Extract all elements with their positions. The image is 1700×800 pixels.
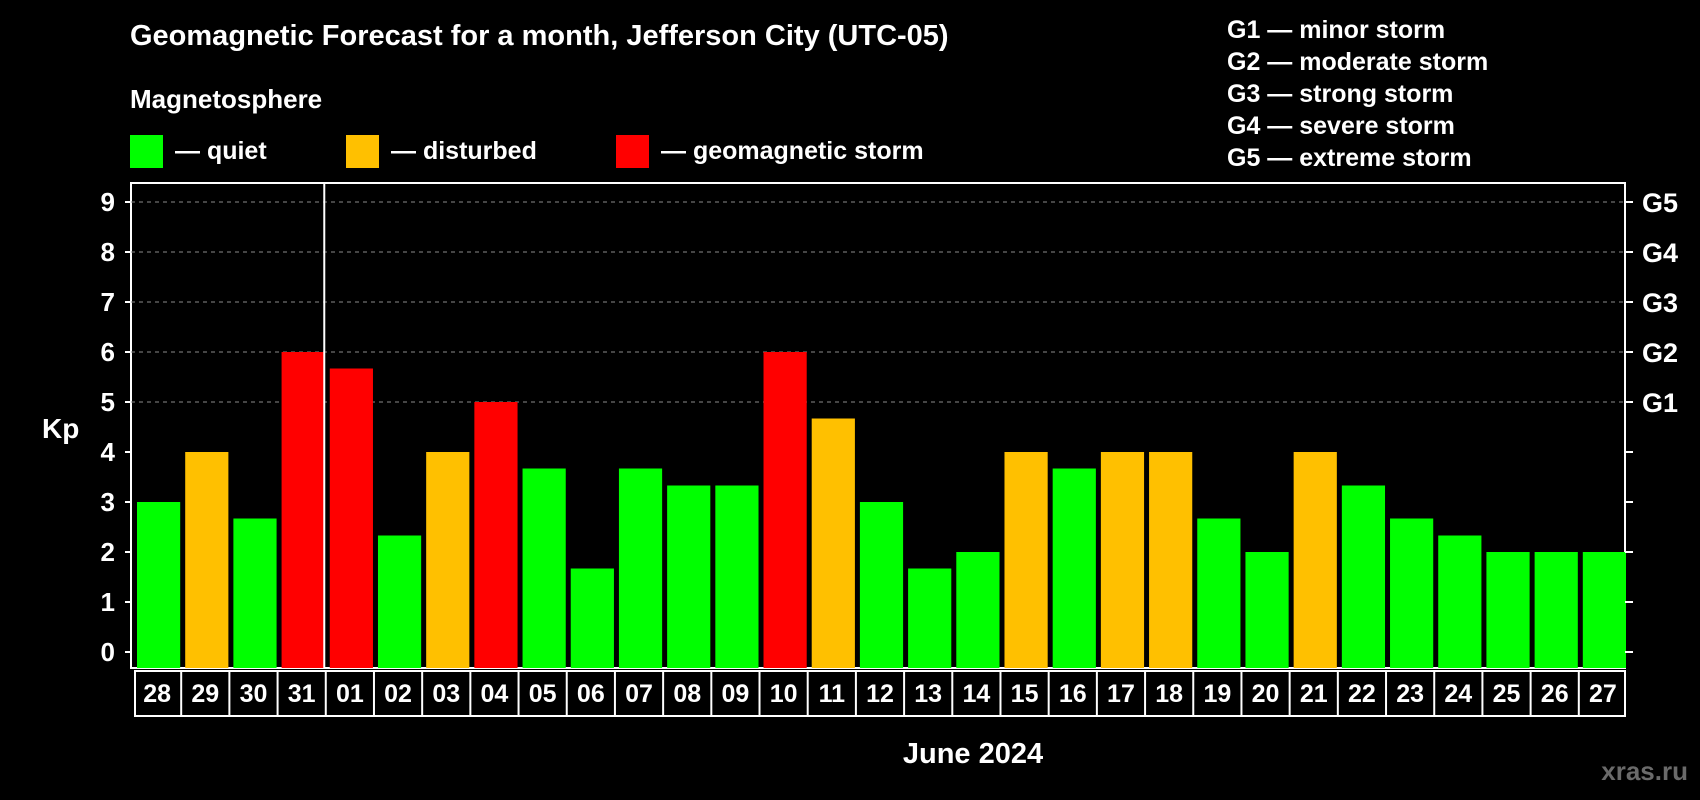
bar-01 xyxy=(329,368,373,668)
bar-23 xyxy=(1390,518,1434,668)
x-tick-label-19: 19 xyxy=(1203,680,1231,708)
x-tick-label-04: 04 xyxy=(481,680,509,708)
g-legend-g1: G1 — minor storm xyxy=(1227,16,1446,44)
y-tick-label-2: 2 xyxy=(101,537,115,567)
x-tick-label-12: 12 xyxy=(866,680,894,708)
x-tick-label-31: 31 xyxy=(288,680,316,708)
x-tick-label-13: 13 xyxy=(914,680,942,708)
x-tick-label-06: 06 xyxy=(577,680,605,708)
y-tick-label-3: 3 xyxy=(101,487,115,517)
bar-31 xyxy=(281,352,325,668)
legend-disturbed-label: — disturbed xyxy=(391,136,537,165)
x-tick-label-24: 24 xyxy=(1444,680,1472,708)
bar-29 xyxy=(185,452,229,668)
g-legend-g5: G5 — extreme storm xyxy=(1227,144,1472,172)
y-tick-label-4: 4 xyxy=(101,437,116,467)
bar-17 xyxy=(1100,452,1145,668)
x-axis-label: June 2024 xyxy=(903,738,1043,770)
y-tick-label-8: 8 xyxy=(101,237,115,267)
bar-07 xyxy=(618,468,663,668)
y-axis-label: Kp xyxy=(42,413,79,444)
x-tick-label-21: 21 xyxy=(1300,680,1328,708)
bar-03 xyxy=(426,452,470,668)
y-tick-label-5: 5 xyxy=(101,387,115,417)
bar-06 xyxy=(570,568,614,668)
right-axis-label-G2: G2 xyxy=(1642,338,1678,368)
category-box-frame xyxy=(134,670,1626,717)
x-tick-label-16: 16 xyxy=(1059,680,1087,708)
bar-27 xyxy=(1582,552,1626,668)
x-tick-label-05: 05 xyxy=(529,680,557,708)
bar-21 xyxy=(1293,452,1337,668)
bar-02 xyxy=(377,535,422,668)
x-tick-label-30: 30 xyxy=(240,680,268,708)
x-tick-label-23: 23 xyxy=(1396,680,1424,708)
y-tick-label-0: 0 xyxy=(101,637,115,667)
bar-12 xyxy=(859,502,904,668)
legend-quiet-label: — quiet xyxy=(175,136,267,165)
x-tick-label-10: 10 xyxy=(770,680,798,708)
y-tick-label-6: 6 xyxy=(101,337,115,367)
bar-30 xyxy=(233,518,277,668)
bar-28 xyxy=(137,502,181,668)
x-tick-label-28: 28 xyxy=(143,680,171,708)
legend-quiet: — quiet xyxy=(130,134,267,168)
x-tick-label-18: 18 xyxy=(1155,680,1183,708)
legend-disturbed-swatch xyxy=(346,134,379,168)
bar-04 xyxy=(474,402,518,668)
x-tick-label-03: 03 xyxy=(432,680,460,708)
x-tick-label-15: 15 xyxy=(1011,680,1039,708)
x-tick-label-22: 22 xyxy=(1348,680,1376,708)
x-tick-label-25: 25 xyxy=(1493,680,1521,708)
right-axis-label-G5: G5 xyxy=(1642,188,1678,218)
bar-08 xyxy=(667,485,711,668)
bar-20 xyxy=(1245,552,1289,668)
bar-09 xyxy=(715,485,759,668)
chart-title: Geomagnetic Forecast for a month, Jeffer… xyxy=(130,20,949,52)
x-tick-label-20: 20 xyxy=(1252,680,1280,708)
bar-15 xyxy=(1004,452,1048,668)
x-tick-label-14: 14 xyxy=(962,680,990,708)
right-axis-label-G4: G4 xyxy=(1642,238,1678,268)
x-tick-label-09: 09 xyxy=(722,680,750,708)
y-tick-label-1: 1 xyxy=(101,587,115,617)
legend-storm: — geomagnetic storm xyxy=(616,134,924,168)
x-tick-label-07: 07 xyxy=(625,680,653,708)
watermark: xras.ru xyxy=(1601,756,1688,786)
y-tick-label-9: 9 xyxy=(101,187,115,217)
x-tick-label-02: 02 xyxy=(384,680,412,708)
legend-quiet-swatch xyxy=(130,134,163,168)
bar-11 xyxy=(811,418,855,668)
bar-25 xyxy=(1486,552,1530,668)
x-tick-label-17: 17 xyxy=(1107,680,1135,708)
y-tick-label-7: 7 xyxy=(101,287,115,317)
x-tick-label-26: 26 xyxy=(1541,680,1569,708)
magnetosphere-label: Magnetosphere xyxy=(130,84,323,114)
g-legend-g3: G3 — strong storm xyxy=(1227,80,1454,108)
x-tick-label-27: 27 xyxy=(1589,680,1617,708)
g-legend-g2: G2 — moderate storm xyxy=(1227,48,1489,76)
legend-storm-label: — geomagnetic storm xyxy=(661,136,924,165)
g-scale-legend: G1 — minor storm G2 — moderate storm G3 … xyxy=(1227,14,1488,174)
bar-14 xyxy=(956,552,1000,668)
bar-19 xyxy=(1197,518,1241,668)
x-tick-label-29: 29 xyxy=(191,680,219,708)
x-tick-label-11: 11 xyxy=(819,680,846,708)
x-tick-label-01: 01 xyxy=(336,680,364,708)
bar-16 xyxy=(1052,468,1096,668)
x-tick-label-08: 08 xyxy=(673,680,701,708)
bar-24 xyxy=(1438,535,1482,668)
bar-18 xyxy=(1149,452,1193,668)
bar-10 xyxy=(763,352,807,668)
bar-05 xyxy=(522,468,566,668)
bar-22 xyxy=(1341,485,1386,668)
right-axis-label-G3: G3 xyxy=(1642,288,1678,318)
legend-storm-swatch xyxy=(616,134,649,168)
legend-disturbed: — disturbed xyxy=(346,134,537,168)
bar-13 xyxy=(908,568,952,668)
g-legend-g4: G4 — severe storm xyxy=(1227,112,1455,140)
right-axis-label-G1: G1 xyxy=(1642,388,1678,418)
bar-26 xyxy=(1534,552,1578,668)
